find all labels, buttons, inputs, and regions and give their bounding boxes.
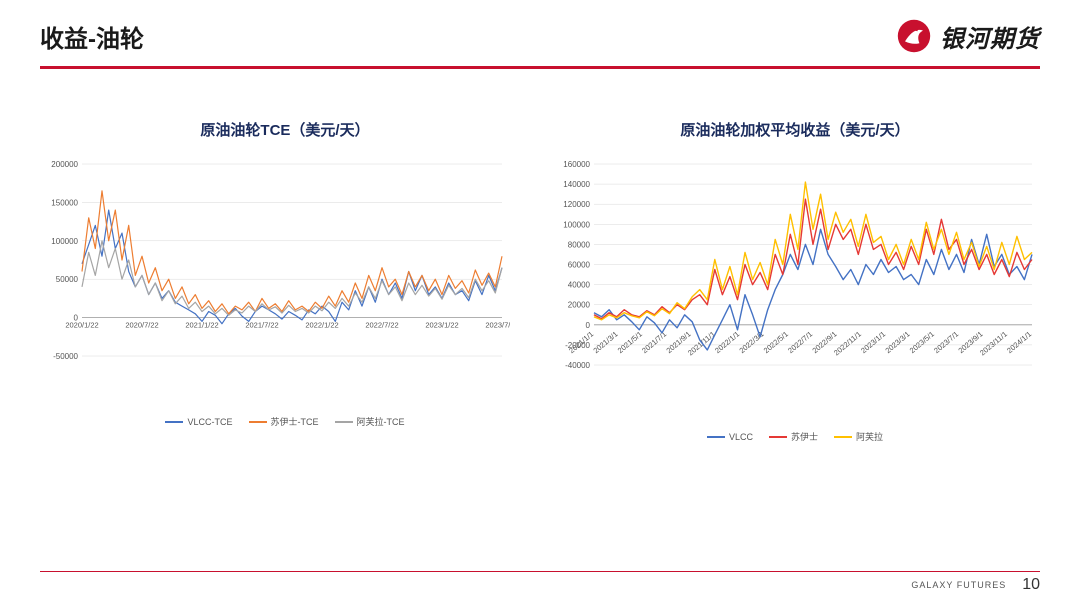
- svg-text:2021/3/1: 2021/3/1: [591, 329, 619, 355]
- legend-item: 阿芙拉-TCE: [335, 415, 405, 428]
- content-area: 原油油轮TCE（美元/天） -50000 0 50000 100000 150000 20…: [0, 69, 1080, 453]
- chart-right: -40000-200000200004000060000800001000001…: [550, 158, 1040, 418]
- galaxy-logo-icon: [896, 18, 932, 54]
- svg-text:2020/1/22: 2020/1/22: [65, 321, 98, 330]
- page-number: 10: [1022, 576, 1040, 594]
- svg-text:2021/7/1: 2021/7/1: [640, 329, 668, 355]
- legend-item: VLCC: [707, 430, 753, 443]
- svg-text:-40000: -40000: [565, 361, 590, 370]
- chart-left-svg: -500000500001000001500002000002020/1/222…: [40, 158, 510, 398]
- legend-swatch: [335, 421, 353, 423]
- legend-left: VLCC-TCE 苏伊士-TCE 阿芙拉-TCE: [165, 415, 404, 428]
- svg-text:2022/5/1: 2022/5/1: [762, 329, 790, 355]
- svg-text:80000: 80000: [568, 240, 591, 249]
- brand-logo: 银河期货: [896, 18, 1040, 54]
- svg-text:2023/7/22: 2023/7/22: [485, 321, 510, 330]
- svg-text:40000: 40000: [568, 281, 591, 290]
- chart-title-right: 原油油轮加权平均收益（美元/天）: [680, 119, 909, 140]
- svg-text:160000: 160000: [563, 160, 590, 169]
- svg-text:2023/1/1: 2023/1/1: [859, 329, 887, 355]
- svg-text:2023/7/1: 2023/7/1: [932, 329, 960, 355]
- svg-text:2021/5/1: 2021/5/1: [616, 329, 644, 355]
- chart-title-left: 原油油轮TCE（美元/天）: [200, 119, 369, 140]
- svg-text:50000: 50000: [56, 275, 79, 284]
- svg-text:2022/7/1: 2022/7/1: [786, 329, 814, 355]
- chart-panel-right: 原油油轮加权平均收益（美元/天） -40000-2000002000040000…: [550, 119, 1040, 443]
- legend-swatch: [249, 421, 267, 423]
- footer-label: GALAXY FUTURES: [911, 580, 1006, 590]
- svg-text:200000: 200000: [51, 160, 78, 169]
- legend-right: VLCC 苏伊士 阿芙拉: [707, 430, 883, 443]
- svg-text:2023/1/22: 2023/1/22: [425, 321, 458, 330]
- legend-label: 阿芙拉-TCE: [357, 415, 405, 428]
- legend-label: 阿芙拉: [856, 430, 883, 443]
- svg-text:2022/1/1: 2022/1/1: [713, 329, 741, 355]
- brand-name: 银河期货: [940, 19, 1040, 54]
- svg-text:2020/7/22: 2020/7/22: [125, 321, 158, 330]
- svg-text:2021/11/1: 2021/11/1: [686, 329, 717, 357]
- svg-text:2021/7/22: 2021/7/22: [245, 321, 278, 330]
- legend-swatch: [165, 421, 183, 423]
- svg-text:120000: 120000: [563, 200, 590, 209]
- legend-item: 苏伊士: [769, 430, 818, 443]
- footer: GALAXY FUTURES 10: [40, 576, 1040, 594]
- legend-swatch: [834, 436, 852, 438]
- svg-text:2022/1/22: 2022/1/22: [305, 321, 338, 330]
- page-title: 收益-油轮: [40, 19, 144, 54]
- chart-right-svg: -40000-200000200004000060000800001000001…: [550, 158, 1040, 413]
- svg-text:2023/3/1: 2023/3/1: [883, 329, 911, 355]
- svg-text:-50000: -50000: [53, 352, 78, 361]
- header: 收益-油轮 银河期货: [0, 0, 1080, 62]
- svg-text:0: 0: [586, 321, 591, 330]
- svg-text:2023/5/1: 2023/5/1: [908, 329, 936, 355]
- legend-label: 苏伊士-TCE: [271, 415, 319, 428]
- svg-text:100000: 100000: [563, 220, 590, 229]
- svg-text:2024/1/1: 2024/1/1: [1005, 329, 1033, 355]
- legend-swatch: [769, 436, 787, 438]
- svg-text:2022/7/22: 2022/7/22: [365, 321, 398, 330]
- legend-swatch: [707, 436, 725, 438]
- svg-text:60000: 60000: [568, 261, 591, 270]
- chart-panel-left: 原油油轮TCE（美元/天） -5000005000010000015000020…: [40, 119, 530, 443]
- legend-item: 苏伊士-TCE: [249, 415, 319, 428]
- chart-left: -500000500001000001500002000002020/1/222…: [40, 158, 530, 403]
- svg-text:140000: 140000: [563, 180, 590, 189]
- legend-label: 苏伊士: [791, 430, 818, 443]
- svg-text:2022/11/1: 2022/11/1: [832, 329, 863, 357]
- legend-label: VLCC-TCE: [187, 417, 232, 427]
- svg-text:2023/11/1: 2023/11/1: [978, 329, 1009, 357]
- legend-item: VLCC-TCE: [165, 415, 232, 428]
- legend-label: VLCC: [729, 432, 753, 442]
- svg-text:150000: 150000: [51, 198, 78, 207]
- svg-text:20000: 20000: [568, 301, 591, 310]
- legend-item: 阿芙拉: [834, 430, 883, 443]
- svg-text:100000: 100000: [51, 237, 78, 246]
- footer-divider: [40, 571, 1040, 572]
